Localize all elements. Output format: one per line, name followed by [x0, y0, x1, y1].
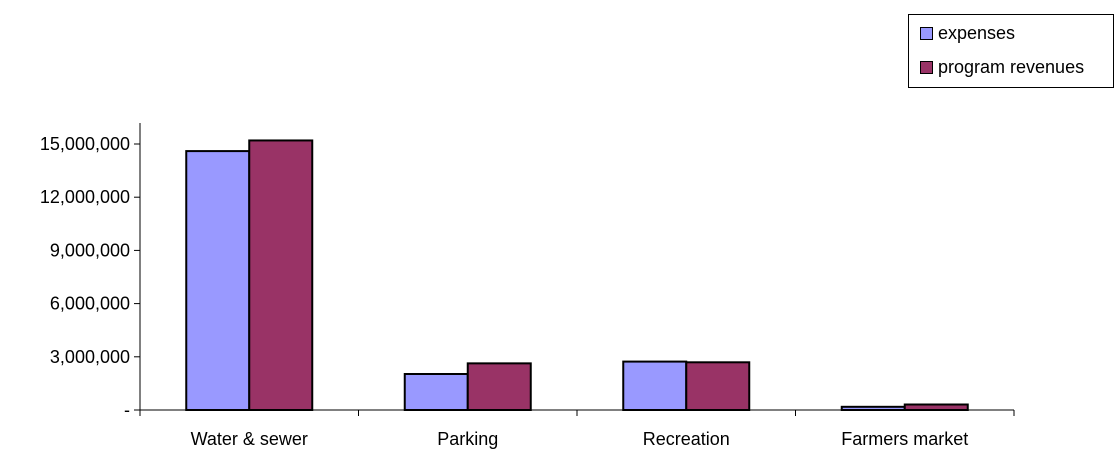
legend-item-expenses: expenses [920, 23, 1015, 43]
x-tick-label-recreation: Recreation [643, 429, 730, 449]
legend-label-expenses: expenses [938, 22, 1016, 43]
legend-label-program-revenues: program revenues [938, 56, 1085, 77]
x-tick-label-farmers-market: Farmers market [841, 429, 968, 449]
legend-item-program-revenues: program revenues [920, 57, 1084, 77]
legend: expenses program revenues [908, 14, 1114, 88]
bar-expenses-recreation [622, 360, 688, 412]
y-tick-label: 3,000,000 [50, 347, 130, 367]
bar-program-revenues-water-sewer [248, 139, 314, 411]
bar-expenses-water-sewer [185, 150, 251, 412]
legend-swatch-program-revenues [920, 60, 933, 74]
x-tick-label-water-sewer: Water & sewer [191, 429, 308, 449]
x-axis-ticks: Water & sewer Parking Recreation Farmers ma… [139, 410, 1015, 449]
y-tick-label: 9,000,000 [50, 240, 130, 260]
bar-program-revenues-parking [466, 362, 532, 411]
legend-swatch-expenses [920, 26, 933, 40]
x-tick-label-parking: Parking [437, 429, 498, 449]
bars [185, 139, 969, 412]
y-tick-label: 6,000,000 [50, 294, 130, 314]
y-tick-label: - [124, 400, 130, 420]
bar-program-revenues-farmers-market [903, 403, 969, 411]
bar-expenses-parking [403, 373, 469, 412]
bar-expenses-farmers-market [840, 405, 906, 412]
y-tick-label: 15,000,000 [40, 134, 130, 154]
bar-program-revenues-recreation [685, 361, 751, 411]
y-tick-label: 12,000,000 [40, 187, 130, 207]
y-axis-ticks: - 3,000,000 6,000,000 9,000,000 12,000,000 15… [40, 134, 140, 420]
